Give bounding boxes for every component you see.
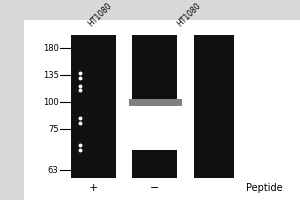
Text: HT1080: HT1080 [175, 1, 202, 28]
Text: HT1080: HT1080 [87, 1, 114, 28]
Text: 63: 63 [48, 166, 58, 175]
Bar [129, 99, 182, 106]
Text: 135: 135 [43, 71, 58, 80]
Text: Peptide: Peptide [246, 183, 282, 193]
Bar [132, 102, 177, 150]
Text: −: − [150, 183, 159, 193]
Text: +: + [88, 183, 98, 193]
Bar [194, 35, 234, 178]
Text: 180: 180 [43, 44, 58, 53]
Bar [70, 35, 116, 178]
Bar [132, 35, 177, 178]
Text: 100: 100 [43, 98, 58, 107]
Text: 75: 75 [48, 125, 58, 134]
